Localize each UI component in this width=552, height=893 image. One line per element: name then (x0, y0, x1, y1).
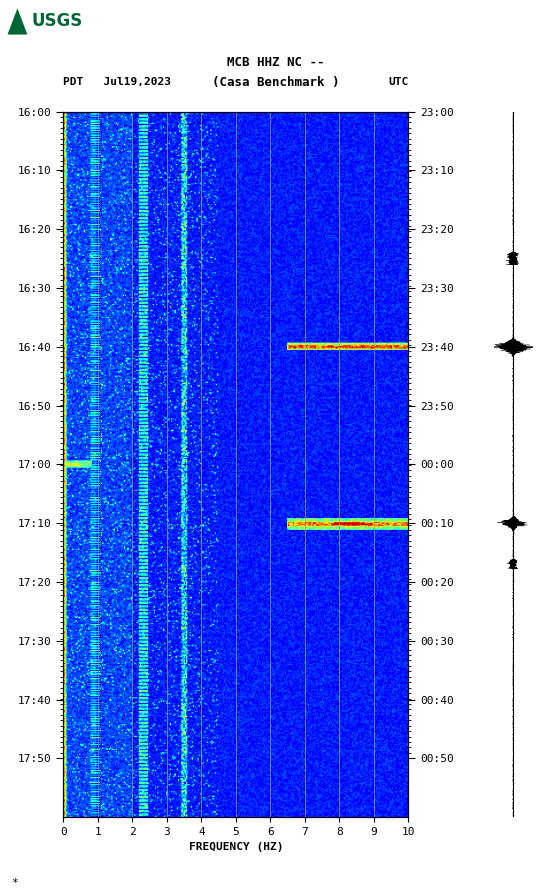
Text: (Casa Benchmark ): (Casa Benchmark ) (213, 76, 339, 88)
Text: PDT   Jul19,2023: PDT Jul19,2023 (63, 77, 172, 88)
Text: *: * (11, 878, 18, 888)
X-axis label: FREQUENCY (HZ): FREQUENCY (HZ) (189, 842, 283, 853)
Polygon shape (8, 8, 28, 35)
Text: UTC: UTC (388, 77, 408, 88)
Text: USGS: USGS (31, 13, 83, 30)
Text: MCB HHZ NC --: MCB HHZ NC -- (227, 56, 325, 69)
